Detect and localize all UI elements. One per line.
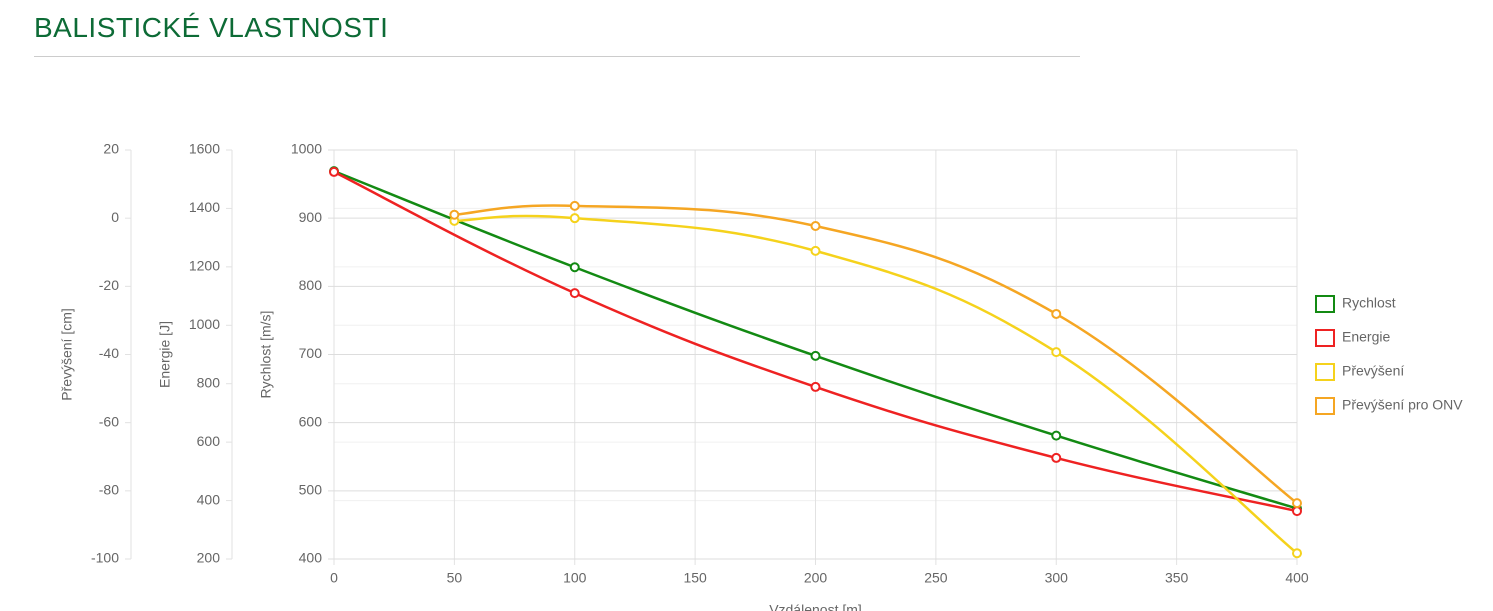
data-point [1051, 430, 1062, 441]
x-tick-label: 250 [924, 570, 948, 586]
y-tick-label: -100 [91, 550, 119, 566]
y-tick-label: -20 [99, 277, 119, 293]
y-tick-label: 1600 [189, 141, 220, 157]
legend-swatch [1315, 295, 1335, 313]
y-tick-label: -80 [99, 482, 119, 498]
x-tick-label: 400 [1285, 570, 1309, 586]
legend-label: Energie [1342, 329, 1390, 345]
data-point [1292, 506, 1302, 517]
legend-label: Rychlost [1342, 295, 1396, 311]
x-tick-label: 150 [683, 570, 707, 586]
y-tick-label: 0 [111, 209, 119, 225]
data-point [810, 381, 821, 392]
y-tick-label: -40 [99, 345, 119, 361]
data-point [1051, 308, 1062, 319]
series-line [454, 204, 1298, 505]
title-rule [34, 56, 1080, 57]
y-tick-label: 600 [299, 413, 323, 429]
data-point [1051, 347, 1062, 358]
y-tick-label: 200 [197, 550, 221, 566]
legend-swatch [1315, 397, 1335, 415]
y-axis-label: Rychlost [m/s] [258, 311, 274, 399]
y-tick-label: 20 [103, 141, 119, 157]
y-tick-label: 800 [299, 277, 323, 293]
data-point [569, 200, 580, 211]
data-point [810, 221, 821, 232]
y-axis-label: Energie [J] [157, 321, 173, 388]
y-tick-label: 700 [299, 345, 323, 361]
y-tick-label: 1400 [189, 199, 220, 215]
data-point [449, 209, 460, 220]
x-tick-label: 100 [563, 570, 587, 586]
data-point [810, 350, 821, 361]
data-point [1051, 452, 1062, 463]
page-title: BALISTICKÉ VLASTNOSTI [34, 12, 389, 43]
x-tick-label: 50 [447, 570, 463, 586]
x-tick-label: 200 [804, 570, 828, 586]
y-tick-label: 600 [197, 433, 221, 449]
x-tick-label: 300 [1045, 570, 1069, 586]
data-point [1292, 548, 1302, 559]
legend-swatch [1315, 363, 1335, 381]
x-axis-label: Vzdálenost [m] [769, 602, 862, 611]
data-point [329, 166, 339, 177]
legend-label: Převýšení pro ONV [1342, 397, 1463, 413]
y-tick-label: 900 [299, 209, 323, 225]
y-tick-label: 1000 [291, 141, 322, 157]
series-line [454, 214, 1298, 555]
data-point [569, 288, 580, 299]
x-tick-label: 0 [330, 570, 338, 586]
y-tick-label: 400 [299, 550, 323, 566]
x-tick-label: 350 [1165, 570, 1189, 586]
y-axis-label: Převýšení [cm] [59, 308, 75, 401]
legend-label: Převýšení [1342, 363, 1404, 379]
legend-swatch [1315, 329, 1335, 347]
y-tick-label: 1000 [189, 316, 220, 332]
y-tick-label: 500 [299, 482, 323, 498]
data-point [569, 213, 580, 224]
y-tick-label: -60 [99, 413, 119, 429]
y-tick-label: 1200 [189, 258, 220, 274]
y-tick-label: 800 [197, 374, 221, 390]
y-tick-label: 400 [197, 491, 221, 507]
data-point [1292, 498, 1302, 509]
data-point [810, 245, 821, 256]
data-point [569, 262, 580, 273]
